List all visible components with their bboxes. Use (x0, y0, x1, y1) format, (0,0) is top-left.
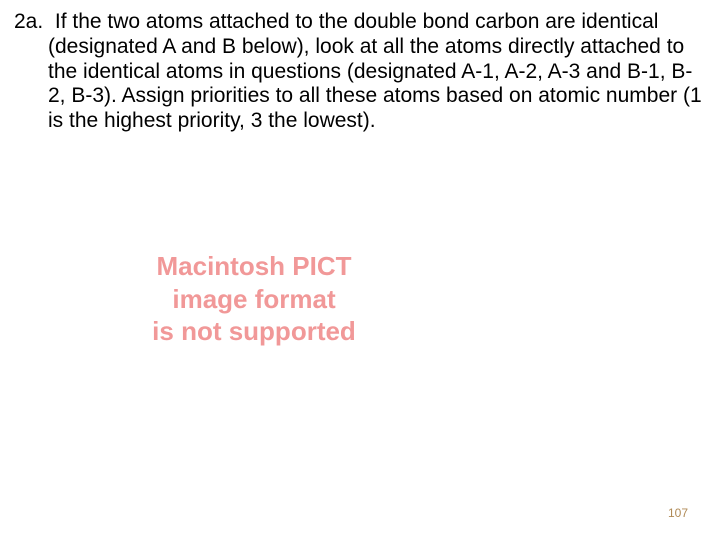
slide-page: 2a. If the two atoms attached to the dou… (0, 0, 720, 540)
body-paragraph-text: 2a. If the two atoms attached to the dou… (14, 10, 704, 134)
page-number: 107 (668, 506, 688, 520)
pict-line-3: is not supported (124, 315, 384, 348)
list-item-label: 2a. (14, 10, 43, 33)
body-paragraph: 2a. If the two atoms attached to the dou… (14, 10, 704, 134)
pict-unsupported-message: Macintosh PICT image format is not suppo… (124, 250, 384, 348)
body-paragraph-content: If the two atoms attached to the double … (48, 10, 702, 132)
pict-line-2: image format (124, 283, 384, 316)
pict-line-1: Macintosh PICT (124, 250, 384, 283)
